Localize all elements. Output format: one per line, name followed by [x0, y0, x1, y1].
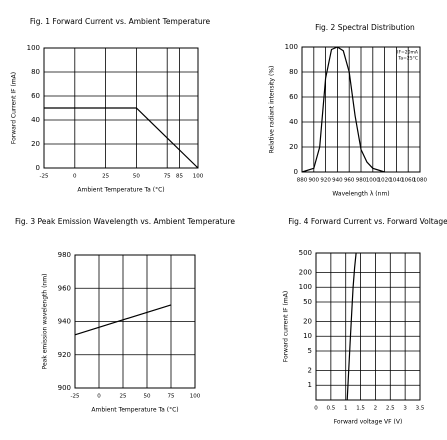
y-tick-label: 980: [58, 251, 71, 259]
y-axis-label: Forward Current IF (mA): [11, 72, 18, 144]
x-tick-label: 880: [297, 178, 308, 184]
x-tick-label: 1.5: [356, 406, 365, 412]
x-tick-label: 2: [374, 406, 378, 412]
x-tick-label: 1040: [389, 178, 403, 184]
y-tick-label: 100: [285, 43, 298, 51]
x-tick-label: 920: [320, 178, 331, 184]
x-tick-label: 900: [309, 178, 320, 184]
y-tick-label: 50: [303, 298, 312, 306]
chart-title: Fig. 1 Forward Current vs. Ambient Tempe…: [30, 17, 211, 26]
y-tick-label: 100: [299, 283, 312, 291]
y-tick-label: 2: [308, 366, 312, 374]
annotation: IF=20mA: [397, 50, 419, 56]
x-tick-label: 85: [176, 174, 183, 180]
x-tick-label: 1080: [413, 178, 427, 184]
y-tick-label: 200: [299, 268, 312, 276]
data-line: [301, 46, 385, 173]
y-tick-label: 40: [31, 116, 40, 124]
x-tick-label: 100: [193, 174, 204, 180]
x-tick-label: 2.5: [386, 406, 395, 412]
x-tick-label: 980: [356, 178, 367, 184]
plot-frame: [315, 252, 421, 401]
x-tick-label: 1020: [378, 178, 392, 184]
x-axis-label: Wavelength λ (nm): [332, 191, 389, 198]
y-tick-label: 0: [36, 164, 40, 172]
chart-title: Fig. 2 Spectral Distribution: [315, 23, 415, 32]
x-tick-label: -25: [40, 174, 49, 180]
x-tick-label: 1: [344, 406, 348, 412]
data-line: [346, 252, 357, 401]
x-tick-label: 940: [332, 178, 343, 184]
y-tick-label: 920: [58, 351, 71, 359]
y-tick-label: 20: [289, 143, 298, 151]
y-tick-label: 500: [299, 249, 312, 257]
x-tick-label: 50: [133, 174, 140, 180]
y-tick-label: 40: [289, 118, 298, 126]
annotation: Ta=25°C: [397, 56, 418, 62]
x-tick-label: 3: [403, 406, 407, 412]
chart-title: Fig. 4 Forward Current vs. Forward Volta…: [288, 217, 447, 226]
y-tick-label: 80: [31, 68, 40, 76]
x-axis-label: Ambient Temperature Ta (°C): [91, 407, 178, 414]
x-tick-label: 0.5: [326, 406, 335, 412]
x-tick-label: 50: [144, 394, 151, 400]
x-tick-label: 0: [97, 394, 101, 400]
y-tick-label: 60: [31, 92, 40, 100]
y-tick-label: 20: [303, 317, 312, 325]
x-tick-label: 25: [102, 174, 109, 180]
y-axis-label: Peak emission wavelength (nm): [42, 274, 49, 370]
y-tick-label: 900: [58, 384, 71, 392]
y-tick-label: 80: [289, 68, 298, 76]
x-tick-label: 75: [168, 394, 175, 400]
y-tick-label: 20: [31, 140, 40, 148]
x-tick-label: 100: [190, 394, 201, 400]
x-tick-label: 0: [73, 174, 77, 180]
x-tick-label: 75: [164, 174, 171, 180]
y-tick-label: 0: [294, 168, 298, 176]
y-axis-label: Relative radiant intensity (%): [269, 66, 276, 154]
y-tick-label: 10: [303, 332, 312, 340]
y-tick-label: 60: [289, 93, 298, 101]
data-line: [44, 107, 199, 169]
x-tick-label: 25: [120, 394, 127, 400]
x-tick-label: 1000: [366, 178, 380, 184]
x-tick-label: 0: [314, 406, 318, 412]
x-tick-label: 960: [344, 178, 355, 184]
x-axis-label: Forward voltage VF (V): [334, 419, 403, 426]
x-tick-label: 1060: [401, 178, 415, 184]
data-line: [74, 304, 172, 336]
x-tick-label: -25: [71, 394, 80, 400]
y-tick-label: 940: [58, 318, 71, 326]
y-tick-label: 100: [27, 44, 40, 52]
y-tick-label: 1: [308, 381, 312, 389]
x-axis-label: Ambient Temperature Ta (°C): [77, 187, 164, 194]
x-tick-label: 3.5: [416, 406, 425, 412]
y-axis-label: Forward current IF (mA): [283, 291, 290, 362]
y-tick-label: 5: [308, 347, 312, 355]
y-tick-label: 960: [58, 284, 71, 292]
chart-title: Fig. 3 Peak Emission Wavelength vs. Ambi…: [15, 217, 235, 226]
